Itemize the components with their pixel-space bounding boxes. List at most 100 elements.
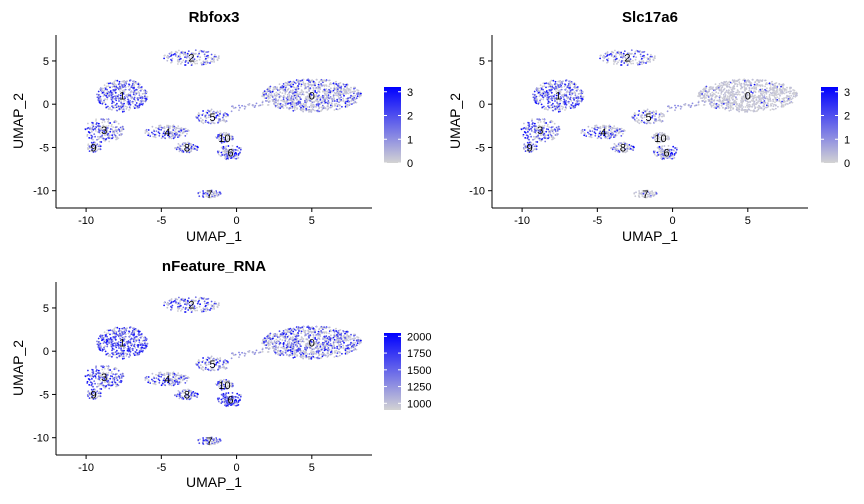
cell-point [236,154,239,157]
cell-point [206,57,209,59]
cell-point [718,107,721,109]
cell-point [554,134,557,136]
cell-point [279,338,282,341]
cell-point [548,89,551,92]
cell-point [121,80,124,83]
cell-point [125,82,128,85]
cell-point [107,132,110,135]
cell-point [697,95,700,97]
cell-point [552,105,555,108]
cell-point [541,94,543,97]
cell-point [331,90,333,93]
cell-point [588,135,591,138]
cell-point [559,83,562,86]
cell-point [284,84,287,87]
cell-point [234,148,237,151]
cell-point [526,134,529,137]
cell-point [356,89,358,91]
cell-point [97,148,100,151]
cell-point [125,108,128,110]
cell-point [708,88,711,91]
cell-point [99,100,102,102]
cell-point [633,54,636,56]
cell-point [710,98,713,100]
cell-point [117,122,120,125]
cell-point [679,107,682,110]
cell-point [327,107,330,110]
cell-point [630,62,633,65]
cell-point [288,92,290,94]
cell-point [551,99,554,102]
cell-point [118,108,121,110]
cell-point [216,110,219,113]
cell-point [633,112,636,114]
cell-point [338,96,340,99]
cell-point [699,90,702,93]
cell-point [738,104,741,107]
cell-point [300,83,303,86]
cell-point [207,109,209,112]
cell-point [720,86,723,89]
cell-point [635,49,638,52]
cell-point [116,132,119,135]
cell-point [241,104,244,107]
cell-point [282,89,285,92]
cell-point [780,102,783,105]
cell-point [212,195,215,198]
cell-point [568,105,571,108]
cell-point [277,106,280,109]
cell-point [145,128,148,131]
cell-point [546,125,549,128]
cell-point [291,103,294,106]
cell-point [571,102,574,104]
cell-point [539,84,542,87]
cell-point [324,101,327,104]
cell-point [565,103,568,106]
cell-point [289,102,292,104]
cell-point [583,134,586,137]
cell-point [569,85,572,88]
cell-point [112,126,115,128]
cell-point [772,86,774,89]
cell-point [778,97,780,100]
cell-point [771,83,773,85]
cell-point [773,84,775,87]
cell-point [775,100,778,103]
cell-point [579,95,582,98]
cell-point [137,98,139,101]
cell-point [613,143,616,145]
cell-point [533,122,536,125]
cell-point [317,87,319,90]
cell-point [569,81,572,84]
cell-point [552,102,554,105]
cell-point [654,118,657,121]
cell-point [559,80,562,82]
cell-point [748,87,751,90]
cell-point [732,107,735,110]
cell-point [531,118,533,121]
cell-point [115,99,118,102]
cell-point [280,99,283,102]
cell-point [314,91,317,93]
cell-point [107,85,110,87]
cell-point [543,119,546,121]
cell-point [613,127,615,130]
cell-point [652,110,655,113]
cell-point [207,50,210,53]
cell-point [620,127,623,130]
cell-point [548,105,551,107]
cell-point [673,157,676,159]
cell-point [336,98,339,101]
cell-point [307,78,310,81]
cell-point [178,49,180,52]
cell-point [537,87,540,90]
cell-point [326,98,329,100]
cell-point [547,82,549,85]
cell-point [282,83,285,85]
cell-point [128,109,130,111]
cell-point [660,155,663,158]
cell-point [178,150,181,153]
cell-point [786,94,788,97]
cell-point [288,83,291,86]
cell-point [101,91,104,94]
